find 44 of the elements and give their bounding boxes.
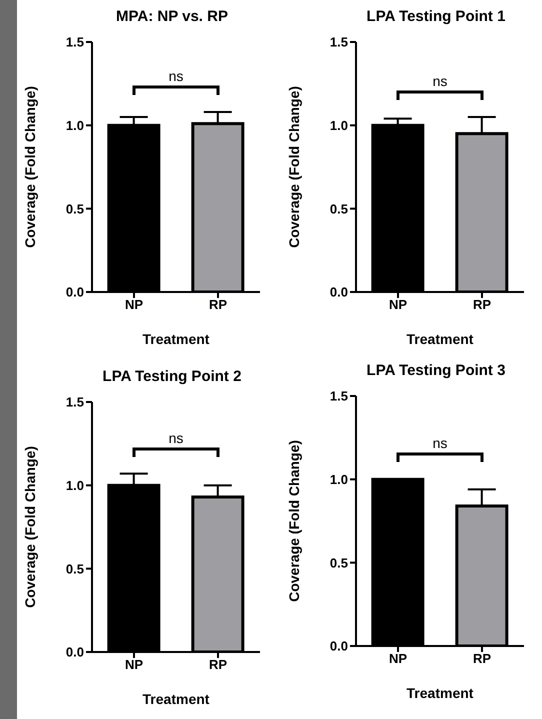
significance-bracket: ns (132, 426, 220, 459)
x-tick-label: RP (208, 657, 228, 672)
x-tick-label: RP (472, 297, 492, 312)
x-axis-title: Treatment (142, 691, 210, 707)
x-tick-label: NP (124, 297, 144, 312)
x-axis-title: Treatment (406, 331, 474, 347)
significance-bracket: ns (396, 70, 484, 102)
y-tick-label: 0.5 (330, 201, 348, 216)
y-tick-label: 1.0 (66, 118, 84, 133)
x-tick-label: NP (388, 297, 408, 312)
y-tick-label: 0.0 (330, 284, 348, 300)
y-tick-label: 0.5 (330, 555, 348, 570)
annotation: ns (168, 430, 184, 446)
y-tick-label: 1.0 (66, 478, 84, 493)
y-tick-label: 1.5 (66, 394, 84, 410)
x-tick-label: NP (388, 651, 408, 666)
y-axis-title: Coverage (Fold Change) (22, 86, 38, 248)
annotation: ns (168, 68, 184, 84)
significance-bracket: ns (396, 432, 484, 464)
y-tick-label: 0.0 (330, 638, 348, 654)
x-tick-label: RP (472, 651, 492, 666)
annotation: ns (432, 435, 448, 452)
chart-title: LPA Testing Point 2 (102, 368, 242, 387)
y-tick-label: 0.0 (66, 644, 84, 660)
y-tick-label: 1.0 (330, 118, 348, 133)
chart-title: LPA Testing Point 3 (366, 362, 506, 381)
y-axis-title: Coverage (Fold Change) (286, 440, 302, 602)
y-tick-label: 1.5 (66, 34, 84, 50)
y-tick-label: 1.5 (330, 34, 348, 50)
y-tick-label: 1.0 (330, 472, 348, 487)
y-tick-label: 0.5 (66, 201, 84, 216)
x-axis-title: Treatment (142, 331, 210, 347)
x-tick-label: NP (124, 657, 144, 672)
significance-bracket: ns (132, 65, 220, 97)
y-tick-label: 1.5 (330, 388, 348, 404)
x-tick-label: RP (208, 297, 228, 312)
y-tick-label: 0.0 (66, 284, 84, 300)
y-axis-title: Coverage (Fold Change) (286, 86, 302, 248)
x-axis-title: Treatment (406, 685, 474, 701)
chart-title: MPA: NP vs. RP (115, 8, 229, 27)
y-tick-label: 0.5 (66, 561, 84, 576)
y-axis-title: Coverage (Fold Change) (22, 446, 38, 608)
annotation: ns (432, 73, 448, 89)
chart-title: LPA Testing Point 1 (366, 8, 506, 27)
